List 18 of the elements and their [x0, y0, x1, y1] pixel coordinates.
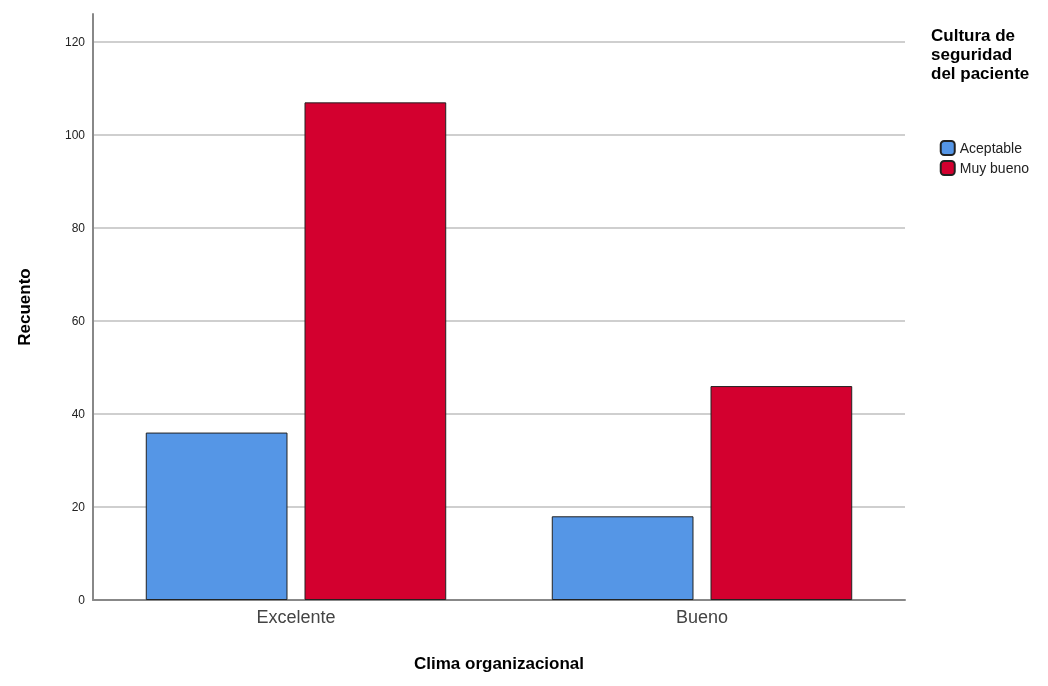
legend-label: Muy bueno: [959, 160, 1030, 176]
bar: [304, 102, 447, 600]
bar: [551, 516, 694, 600]
y-tick-label: 20: [71, 499, 86, 514]
y-axis-title: Recuento: [15, 268, 34, 346]
y-tick-label: 80: [71, 220, 86, 235]
y-tick-label: 120: [64, 34, 86, 49]
bar: [710, 386, 853, 600]
y-tick-label: 40: [71, 406, 86, 421]
legend-label: Aceptable: [959, 140, 1023, 156]
bar: [145, 432, 288, 600]
legend-title: Cultura de seguridad del paciente: [931, 26, 1030, 83]
x-axis-title: Clima organizacional: [413, 654, 585, 673]
y-tick-label: 60: [71, 313, 86, 328]
y-tick-label: 100: [64, 127, 86, 142]
x-tick-label: Excelente: [256, 607, 336, 627]
y-tick-label: 0: [78, 593, 86, 607]
x-tick-label: Bueno: [675, 607, 729, 627]
